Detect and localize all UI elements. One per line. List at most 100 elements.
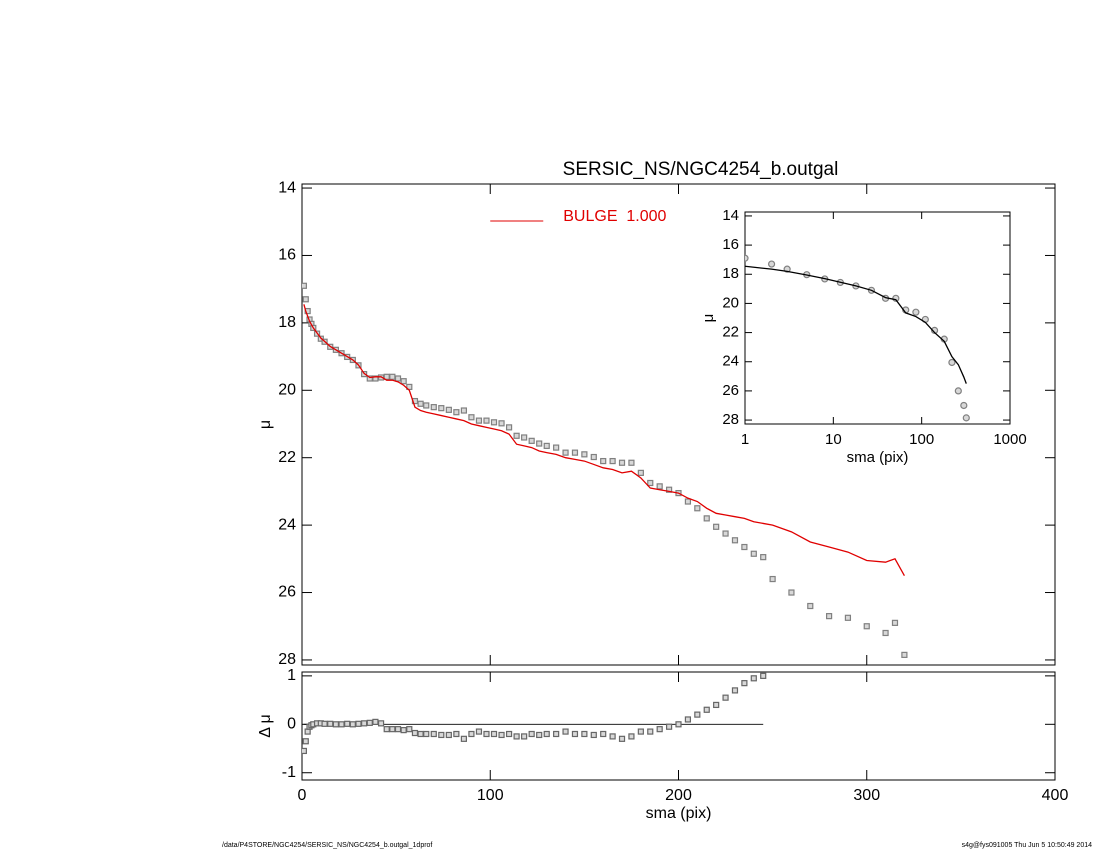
x-tick-label: 10: [825, 431, 842, 448]
x-tick-label: 0: [298, 787, 307, 804]
y-tick-label: 16: [278, 247, 296, 264]
data-point: [767, 260, 776, 268]
data-point: [731, 687, 739, 694]
data-point: [750, 550, 757, 557]
data-point: [684, 716, 692, 723]
y-tick-label: 20: [722, 294, 739, 311]
data-point: [383, 726, 390, 733]
model-line: [745, 265, 967, 384]
data-point: [769, 575, 776, 583]
data-point: [760, 554, 767, 561]
data-point: [483, 417, 490, 424]
data-point: [600, 730, 607, 738]
plot-area: [745, 254, 970, 422]
data-point: [536, 440, 543, 447]
data-point: [741, 680, 748, 687]
data-point: [505, 730, 513, 738]
data-point: [528, 437, 535, 444]
plot-area: [302, 282, 908, 658]
data-point: [745, 254, 749, 262]
data-point: [912, 308, 920, 316]
data-point: [863, 623, 870, 630]
data-point: [581, 730, 588, 738]
data-point: [675, 721, 682, 728]
data-point: [521, 733, 528, 740]
data-point: [788, 589, 795, 596]
data-point: [302, 738, 309, 745]
y-tick-label: 18: [722, 265, 739, 282]
data-point: [562, 728, 569, 735]
footer-path: /data/P4STORE/NGC4254/SERSIC_NS/NGC4254_…: [222, 842, 432, 849]
data-point: [628, 733, 635, 740]
data-point: [400, 378, 407, 385]
data-point: [453, 730, 460, 738]
data-point: [490, 419, 498, 426]
data-point: [438, 405, 445, 412]
y-tick-label: 20: [278, 382, 296, 399]
y-tick-label: 22: [722, 324, 739, 341]
plot-frame: [744, 211, 1011, 425]
y-tick-label: 24: [722, 353, 739, 370]
data-point: [406, 726, 413, 733]
data-point: [694, 505, 701, 512]
data-point: [891, 619, 899, 626]
data-point: [571, 449, 579, 456]
data-point: [505, 424, 513, 431]
y-tick-label: -1: [282, 764, 296, 781]
data-point: [349, 721, 356, 728]
data-point: [366, 375, 373, 382]
data-point: [647, 479, 654, 487]
data-point: [656, 483, 663, 490]
model-line: [303, 304, 905, 576]
x-axis-label: sma (pix): [847, 449, 909, 466]
data-point: [513, 432, 520, 439]
y-axis-label: μ: [700, 314, 717, 323]
x-tick-label: 400: [1042, 787, 1069, 804]
data-point: [355, 720, 362, 727]
data-point: [713, 701, 720, 709]
data-point: [460, 735, 467, 742]
data-point: [417, 730, 424, 738]
data-point: [498, 731, 505, 739]
data-point: [844, 614, 852, 621]
data-point: [344, 720, 351, 727]
data-point: [411, 729, 419, 737]
data-point: [521, 434, 528, 441]
data-point: [468, 730, 475, 738]
y-tick-label: 0: [287, 716, 296, 733]
data-point: [590, 731, 597, 739]
x-tick-label: 1000: [993, 431, 1026, 448]
y-tick-label: 16: [722, 236, 739, 253]
data-point: [713, 523, 720, 530]
data-point: [703, 706, 710, 713]
data-point: [590, 453, 597, 461]
x-tick-label: 1: [741, 431, 749, 448]
data-point: [954, 387, 962, 395]
y-tick-label: 28: [278, 651, 296, 668]
data-point: [483, 730, 490, 738]
data-point: [423, 730, 430, 738]
data-point: [543, 730, 550, 738]
data-point: [475, 417, 483, 424]
data-point: [460, 407, 467, 414]
data-point: [332, 721, 339, 728]
data-point: [618, 735, 626, 742]
y-tick-label: 26: [722, 382, 739, 399]
data-point: [741, 543, 748, 551]
data-point: [665, 723, 673, 730]
data-point: [571, 730, 579, 738]
data-point: [618, 459, 626, 466]
footer-stamp: s4g@fys091005 Thu Jun 5 10:50:49 2014: [962, 842, 1092, 849]
data-point: [948, 358, 956, 367]
x-tick-label: 200: [665, 787, 692, 804]
y-tick-label: 24: [278, 516, 296, 533]
data-point: [694, 711, 701, 718]
data-point: [400, 727, 407, 734]
data-point: [372, 375, 379, 382]
data-point: [637, 728, 644, 735]
data-point: [528, 730, 535, 738]
data-point: [361, 720, 368, 727]
data-point: [423, 402, 430, 409]
data-point: [445, 406, 452, 413]
data-point: [394, 726, 402, 733]
